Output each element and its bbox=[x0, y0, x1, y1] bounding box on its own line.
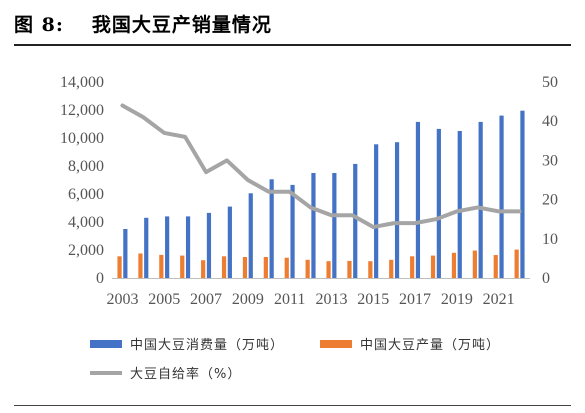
bar-consumption bbox=[499, 115, 504, 278]
bar-consumption bbox=[415, 121, 421, 279]
bar-consumption bbox=[165, 216, 170, 278]
y-left-tick-label: 2,000 bbox=[68, 242, 104, 259]
bar-consumption bbox=[436, 128, 441, 278]
x-tick-label: 2013 bbox=[315, 291, 347, 308]
y-left-tick-label: 10,000 bbox=[60, 130, 104, 147]
bar-consumption bbox=[227, 206, 232, 278]
bar-consumption bbox=[332, 173, 337, 278]
legend-label-production: 中国大豆产量（万吨） bbox=[360, 338, 501, 353]
y-right-tick-label: 40 bbox=[542, 113, 558, 130]
x-tick-label: 2005 bbox=[148, 291, 180, 308]
bar-production bbox=[263, 257, 268, 278]
bar-production bbox=[347, 260, 352, 278]
bar-production bbox=[430, 255, 436, 278]
bar-production bbox=[180, 255, 185, 278]
bar-production bbox=[493, 255, 498, 278]
bottom-rule bbox=[14, 405, 571, 406]
bar-production bbox=[368, 261, 373, 278]
legend-item-production: 中国大豆产量（万吨） bbox=[320, 334, 500, 353]
bar-consumption bbox=[478, 121, 483, 279]
figure-title-row: 图 8: 我国大豆产销量情况 bbox=[14, 8, 272, 38]
bar-production bbox=[221, 256, 227, 278]
x-tick-label: 2017 bbox=[399, 291, 431, 308]
bar-production bbox=[284, 257, 289, 278]
bar-production bbox=[326, 261, 331, 278]
legend-swatch-self-sufficiency bbox=[90, 370, 122, 375]
x-tick-label: 2003 bbox=[106, 291, 138, 308]
y-left-tick-label: 14,000 bbox=[60, 74, 104, 91]
bar-consumption bbox=[248, 193, 253, 278]
bar-consumption bbox=[311, 173, 316, 278]
figure-label: 图 8: bbox=[14, 13, 64, 36]
y-right-tick-label: 0 bbox=[542, 270, 550, 287]
y-right-tick-label: 10 bbox=[542, 231, 558, 248]
bar-consumption bbox=[290, 184, 295, 278]
bar-consumption bbox=[457, 131, 462, 278]
bar-production bbox=[472, 250, 477, 278]
bar-production bbox=[201, 260, 206, 278]
bar-consumption bbox=[353, 163, 358, 278]
bar-production bbox=[451, 252, 457, 278]
bar-production bbox=[305, 259, 310, 278]
legend-item-consumption: 中国大豆消费量（万吨） bbox=[90, 334, 284, 353]
bar-consumption bbox=[206, 212, 212, 278]
figure-title: 我国大豆产销量情况 bbox=[91, 13, 272, 36]
x-tick-label: 2019 bbox=[441, 291, 473, 308]
y-left-tick-label: 8,000 bbox=[68, 158, 104, 175]
bar-production bbox=[242, 257, 248, 278]
bar-consumption bbox=[269, 179, 274, 278]
x-tick-label: 2011 bbox=[274, 291, 305, 308]
legend-item-self-sufficiency: 大豆自给率（%） bbox=[90, 363, 241, 382]
line-self-sufficiency bbox=[120, 103, 522, 230]
bar-consumption bbox=[520, 110, 525, 278]
legend-swatch-consumption bbox=[90, 339, 122, 348]
x-tick-label: 2009 bbox=[232, 291, 264, 308]
x-tick-label: 2015 bbox=[357, 291, 389, 308]
bar-consumption bbox=[123, 229, 128, 278]
bar-production bbox=[514, 249, 519, 278]
bar-consumption bbox=[374, 144, 379, 278]
y-right-tick-label: 20 bbox=[542, 192, 558, 209]
y-left-tick-label: 4,000 bbox=[68, 214, 104, 231]
bar-production bbox=[410, 256, 415, 278]
y-right-tick-label: 50 bbox=[542, 74, 558, 91]
top-rule bbox=[14, 44, 571, 46]
bar-consumption bbox=[185, 216, 191, 278]
bar-production bbox=[117, 256, 122, 278]
x-tick-label: 2007 bbox=[190, 291, 222, 308]
bar-production bbox=[389, 259, 394, 278]
y-left-tick-label: 6,000 bbox=[68, 186, 104, 203]
x-tick-label: 2021 bbox=[483, 291, 515, 308]
legend-label-consumption: 中国大豆消费量（万吨） bbox=[130, 338, 285, 353]
y-left-tick-label: 12,000 bbox=[60, 102, 104, 119]
bar-production bbox=[159, 254, 164, 278]
legend-swatch-production bbox=[320, 339, 352, 348]
legend-label-self-sufficiency: 大豆自给率（%） bbox=[130, 367, 242, 382]
y-right-tick-label: 30 bbox=[542, 152, 558, 169]
bar-consumption bbox=[394, 142, 400, 278]
y-left-tick-label: 0 bbox=[96, 270, 104, 287]
bar-consumption bbox=[144, 217, 149, 278]
bar-production bbox=[138, 253, 143, 278]
